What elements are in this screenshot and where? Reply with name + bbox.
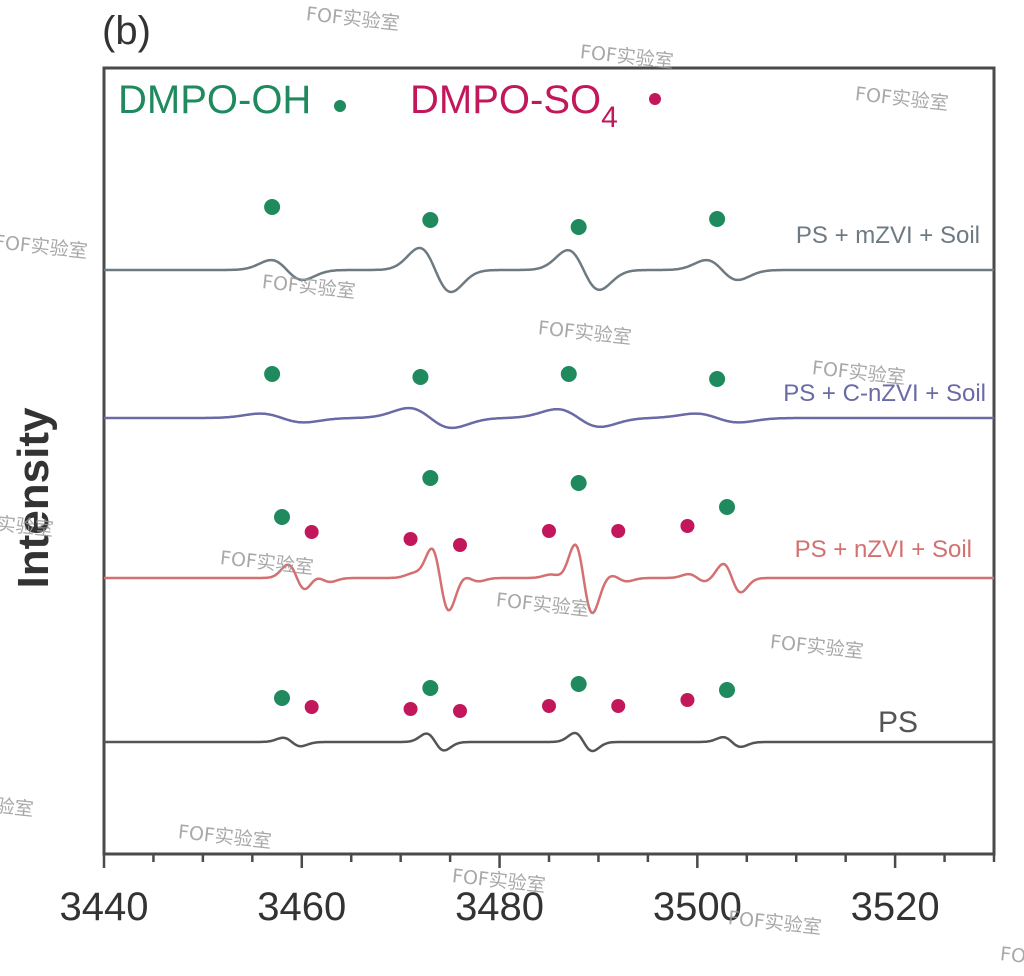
- legend-oh-marker: [334, 100, 346, 112]
- legend-so4-subscript: 4: [601, 101, 618, 134]
- series-line: [104, 246, 994, 294]
- oh-peak-marker: [264, 199, 281, 215]
- so4-peak-marker: [453, 704, 467, 718]
- oh-peak-marker: [719, 499, 735, 515]
- panel-label: (b): [102, 9, 151, 53]
- x-axis: 3440 3460 3480 3500 3520: [60, 854, 996, 929]
- so4-peak-marker: [542, 524, 556, 538]
- series-ps-c-nzvi-soil: PS + C-nZVI + Soil: [104, 366, 994, 430]
- watermark-text: FOF实验室: [998, 943, 1024, 975]
- series-line: [104, 731, 994, 753]
- series-label: PS + nZVI + Soil: [795, 536, 972, 563]
- so4-peak-marker: [542, 699, 556, 713]
- oh-peak-marker: [412, 369, 429, 385]
- oh-peak-marker: [422, 680, 439, 696]
- so4-peak-marker: [611, 699, 626, 713]
- so4-peak-marker: [453, 538, 467, 552]
- legend-so4-label: DMPO-SO4: [410, 78, 618, 134]
- series-line: [104, 406, 994, 430]
- so4-peak-marker: [403, 532, 418, 546]
- x-tick-label: 3460: [257, 885, 346, 929]
- series-ps: PS: [104, 676, 994, 753]
- so4-peak-marker: [680, 519, 695, 533]
- x-tick-label: 3440: [60, 885, 149, 929]
- series-label: PS: [878, 706, 918, 739]
- so4-peak-marker: [680, 693, 695, 707]
- x-tick-label: 3500: [653, 885, 742, 929]
- x-tick-label: 3480: [455, 885, 544, 929]
- so4-peak-marker: [403, 702, 418, 716]
- oh-peak-marker: [709, 371, 726, 387]
- oh-peak-marker: [719, 682, 735, 698]
- legend: DMPO-OH DMPO-SO4: [118, 78, 661, 134]
- oh-peak-marker: [560, 366, 577, 382]
- legend-so4-prefix: DMPO-SO: [410, 78, 601, 122]
- oh-peak-marker: [709, 211, 726, 227]
- legend-oh-label: DMPO-OH: [118, 78, 311, 122]
- series-ps-nzvi-soil: PS + nZVI + Soil: [104, 470, 994, 615]
- oh-peak-marker: [274, 690, 290, 706]
- y-axis-label: Intensity: [9, 407, 58, 588]
- series-label: PS + mZVI + Soil: [796, 222, 980, 249]
- oh-peak-marker: [274, 509, 290, 525]
- series-label: PS + C-nZVI + Soil: [783, 380, 986, 407]
- oh-peak-marker: [422, 212, 439, 228]
- series-ps-mzvi-soil: PS + mZVI + Soil: [104, 199, 994, 294]
- oh-peak-marker: [264, 366, 281, 382]
- oh-peak-marker: [570, 676, 587, 692]
- series-layer: PS + mZVI + Soil PS + C-nZVI + Soil PS + n…: [104, 199, 994, 753]
- so4-peak-marker: [304, 700, 319, 714]
- oh-peak-marker: [422, 470, 439, 486]
- plot-frame: [102, 66, 996, 856]
- oh-peak-marker: [570, 219, 587, 235]
- series-line: [104, 543, 994, 615]
- oh-peak-marker: [570, 475, 587, 491]
- so4-peak-marker: [304, 525, 319, 539]
- so4-peak-marker: [611, 524, 626, 538]
- legend-so4-marker: [649, 93, 661, 105]
- x-tick-label: 3520: [851, 885, 940, 929]
